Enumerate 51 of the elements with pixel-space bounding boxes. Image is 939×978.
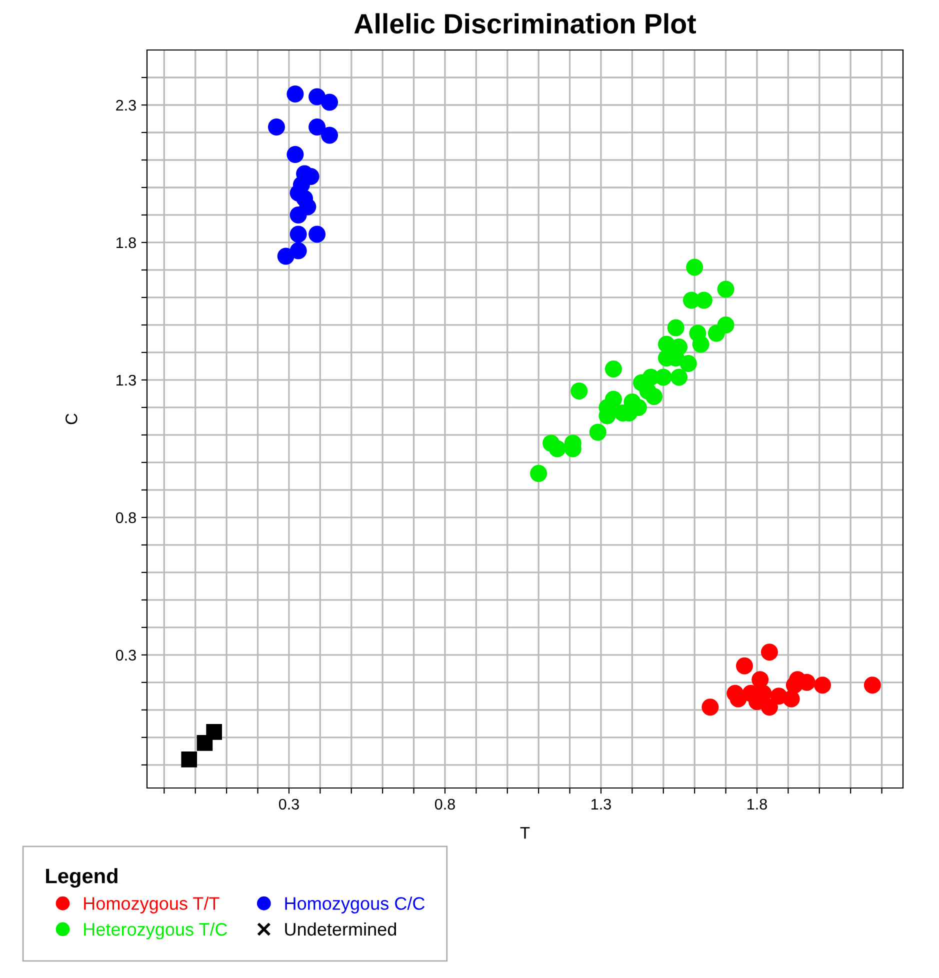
x-tick-label: 1.3: [592, 798, 611, 810]
x-tick-label: 1.8: [748, 798, 767, 810]
point: [864, 676, 881, 694]
legend-label: Homozygous T/T: [84, 896, 220, 914]
point: [308, 118, 326, 136]
point: [286, 146, 304, 163]
x-tick-label: 0.3: [278, 798, 299, 810]
point: [814, 676, 832, 694]
point: [268, 118, 285, 136]
point: [570, 382, 588, 400]
legend-label: Homozygous C/C: [285, 896, 425, 914]
y-tick-label: 1.3: [116, 374, 136, 386]
point: [786, 676, 803, 694]
legend-label: Heterozygous T/C: [84, 922, 228, 940]
point: [752, 671, 769, 688]
point: [321, 94, 338, 111]
point: [308, 226, 326, 243]
point: [530, 464, 548, 482]
point: [736, 657, 754, 674]
point: [286, 85, 304, 102]
legend-title: Legend: [46, 868, 118, 888]
point: [782, 690, 800, 708]
point: [646, 388, 663, 405]
point: [670, 368, 688, 386]
point: [548, 440, 566, 458]
x-tick-label: 0.8: [434, 798, 455, 810]
point: [667, 319, 684, 336]
y-tick-label: 0.3: [116, 650, 136, 661]
chart-title: Allelic Discrimination Plot: [354, 13, 696, 34]
point: [589, 424, 606, 441]
point: [181, 751, 198, 768]
point: [717, 280, 734, 298]
point: [604, 360, 622, 378]
point: [206, 724, 222, 740]
point: [702, 698, 719, 716]
point: [277, 248, 294, 265]
point: [760, 644, 778, 661]
y-tick-label: 1.8: [116, 237, 136, 248]
point: [680, 354, 697, 372]
y-tick-label: 0.8: [116, 512, 136, 524]
y-tick-label: 2.3: [116, 100, 136, 111]
point: [692, 336, 710, 353]
point: [760, 698, 778, 716]
point: [686, 258, 704, 276]
y-axis-title: C: [66, 414, 78, 424]
point: [290, 206, 307, 224]
point: [321, 126, 338, 144]
legend-label: Undetermined: [285, 922, 396, 936]
point: [290, 226, 307, 243]
x-axis-title: T: [520, 827, 530, 839]
point: [708, 324, 725, 342]
